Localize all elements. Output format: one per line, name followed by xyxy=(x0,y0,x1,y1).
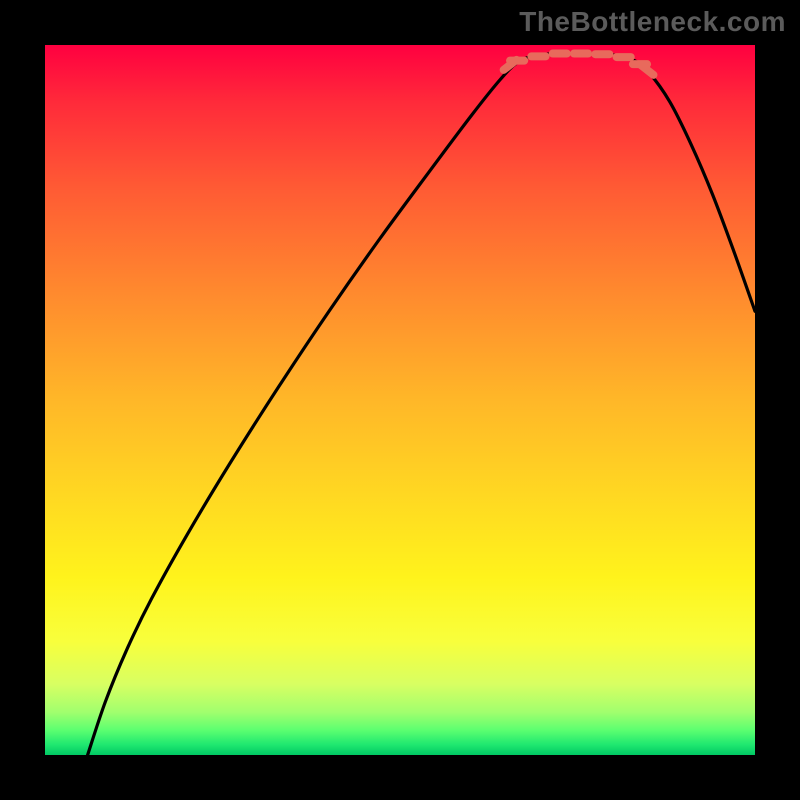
plot-area xyxy=(45,45,755,755)
watermark-text: TheBottleneck.com xyxy=(519,6,786,38)
chart-frame: TheBottleneck.com xyxy=(0,0,800,800)
gradient-background xyxy=(45,45,755,755)
bottleneck-curve-svg xyxy=(45,45,755,755)
